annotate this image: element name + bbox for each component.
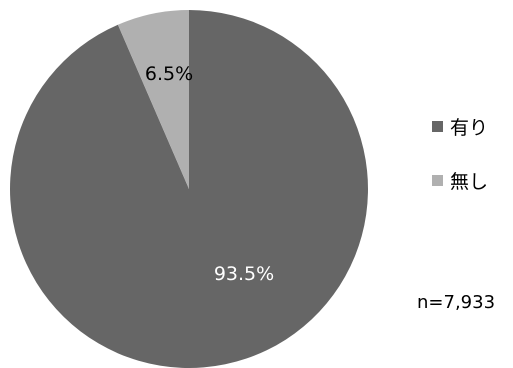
pie-slice-nashi [117, 9, 189, 189]
sample-size-note: n=7,933 [417, 292, 495, 313]
legend-label-2: 無し [450, 171, 488, 193]
pie-slice-ari [9, 10, 368, 368]
legend-swatch-1 [432, 121, 443, 132]
data-label-nashi: 6.5% [145, 63, 193, 85]
legend-swatch-2 [432, 175, 443, 186]
legend-label-1: 有り [450, 117, 488, 139]
pie-data-labels: 93.5% 6.5% [145, 63, 274, 285]
pie-slices [9, 9, 368, 368]
legend-entry-1: 有り [432, 117, 488, 139]
legend-entry-2: 無し [432, 171, 488, 193]
data-label-ari: 93.5% [214, 263, 274, 285]
legend: 有り 無し [432, 117, 488, 193]
